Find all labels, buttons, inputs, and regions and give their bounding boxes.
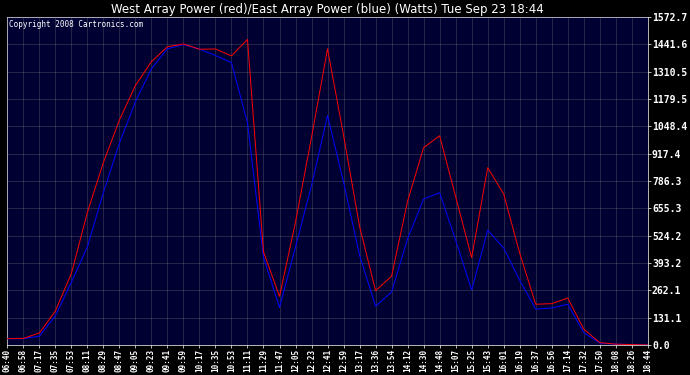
Text: Copyright 2008 Cartronics.com: Copyright 2008 Cartronics.com bbox=[8, 20, 143, 29]
Title: West Array Power (red)/East Array Power (blue) (Watts) Tue Sep 23 18:44: West Array Power (red)/East Array Power … bbox=[111, 3, 544, 16]
